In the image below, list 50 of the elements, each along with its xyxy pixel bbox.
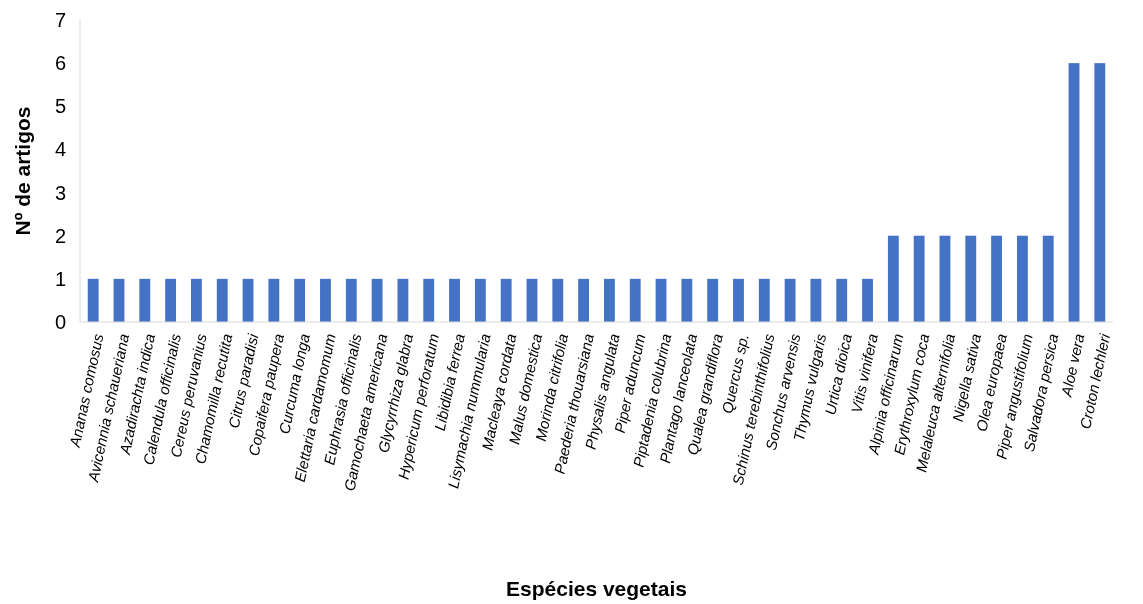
bar (87, 278, 99, 322)
bar (113, 278, 125, 322)
y-tick-label: 6 (54, 52, 66, 75)
bar (913, 235, 925, 322)
bar (216, 278, 228, 322)
bar (268, 278, 280, 322)
bar (991, 235, 1003, 322)
bar (500, 278, 512, 322)
bar (294, 278, 306, 322)
bar (784, 278, 796, 322)
bar (887, 235, 899, 322)
bar (939, 235, 951, 322)
y-tick-label: 2 (54, 224, 66, 247)
bar (139, 278, 151, 322)
bar (965, 235, 977, 322)
bar (397, 278, 409, 322)
y-tick-label: 0 (54, 311, 66, 333)
bar (733, 278, 744, 322)
bar (603, 278, 615, 322)
y-tick-label: 3 (54, 181, 66, 204)
bar (552, 278, 564, 322)
bar (836, 278, 848, 322)
bar (1042, 235, 1054, 322)
bar (423, 278, 435, 322)
y-tick-label: 1 (54, 267, 66, 290)
y-tick-label: 4 (54, 138, 66, 161)
y-tick-label: 5 (54, 95, 66, 118)
bar (810, 278, 822, 322)
bar (190, 278, 202, 322)
bar (707, 278, 719, 322)
bar (526, 278, 538, 322)
bar (345, 278, 357, 322)
bar (758, 278, 770, 322)
x-axis-title: Espécies vegetais (506, 577, 687, 600)
bar (1068, 63, 1080, 322)
y-tick-label: 7 (54, 9, 66, 31)
bar (371, 278, 383, 322)
bar (862, 278, 873, 322)
bar (629, 278, 641, 322)
bar (1094, 63, 1106, 322)
bar (165, 278, 177, 322)
bar (578, 278, 590, 322)
bar (449, 278, 460, 322)
bar (474, 278, 486, 322)
bar (242, 278, 254, 322)
bar (681, 278, 693, 322)
bar (1016, 235, 1028, 322)
bar (320, 278, 331, 322)
y-axis-title: Nº de artigos (11, 106, 34, 236)
bar (655, 278, 667, 322)
